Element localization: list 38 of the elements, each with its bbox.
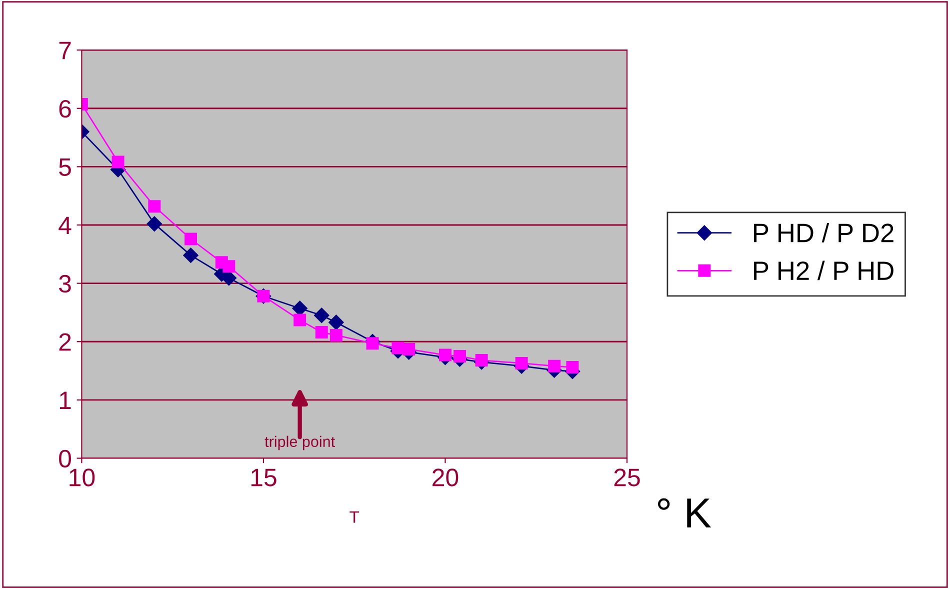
- point: [183, 248, 198, 263]
- legend-label: P HD / P D2: [754, 222, 894, 242]
- y-tick-label: 4: [58, 216, 72, 234]
- y-tick-label: 3: [59, 274, 71, 293]
- point: [146, 216, 162, 232]
- point: [475, 354, 488, 367]
- point: [294, 314, 306, 326]
- point: [454, 350, 466, 362]
- point: [222, 260, 236, 273]
- y-tick-label: 6: [59, 100, 71, 118]
- point: [314, 308, 330, 323]
- x-tick-label: 20: [432, 468, 458, 486]
- point: [392, 342, 404, 354]
- y-tick-label: 5: [59, 158, 71, 176]
- x-tick-label: 10: [70, 468, 95, 486]
- point: [112, 156, 124, 168]
- x-tick-label: 15: [251, 468, 276, 486]
- point: [148, 200, 161, 213]
- point: [548, 360, 561, 372]
- text: ° K: [658, 498, 712, 528]
- y-tick-label: 7: [59, 42, 71, 60]
- y-tick-label: 2: [59, 333, 71, 351]
- point: [366, 337, 379, 350]
- point: [315, 326, 328, 339]
- point: [292, 300, 308, 316]
- legend-label: P H2 / P HD: [754, 260, 894, 280]
- y-tick-label: 1: [60, 392, 71, 409]
- point: [402, 342, 416, 356]
- point: [328, 314, 344, 330]
- y-tick-label: 0: [59, 450, 71, 468]
- point: [515, 356, 528, 370]
- point: [438, 348, 452, 362]
- annotation: triple point: [264, 436, 335, 450]
- x-axis-title: T: [350, 511, 360, 523]
- point: [184, 232, 198, 246]
- point: [330, 328, 342, 342]
- x-tick-label: 25: [614, 468, 640, 486]
- point: [566, 361, 579, 374]
